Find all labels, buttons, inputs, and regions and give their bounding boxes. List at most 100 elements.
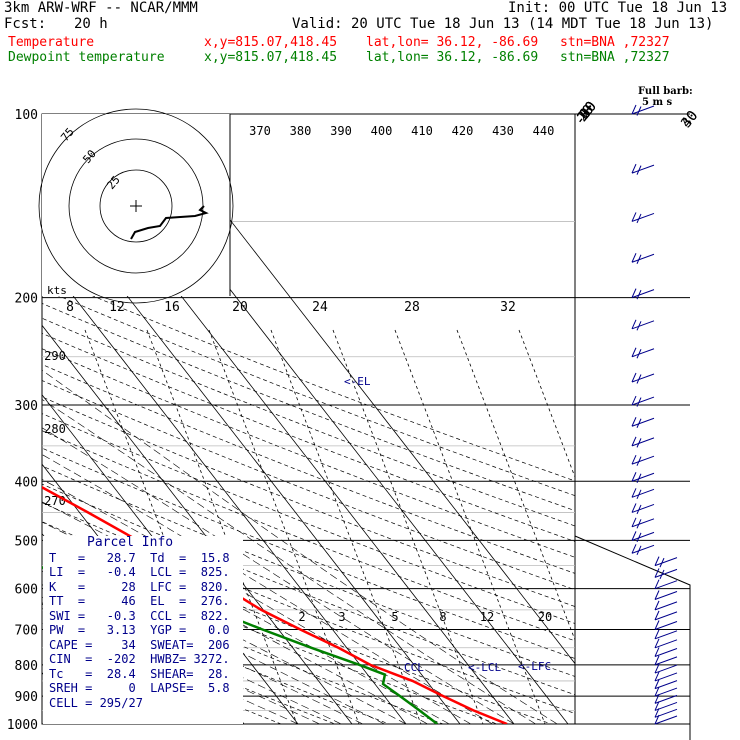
dry-adiabat-line (42, 502, 575, 714)
dry-adiabat-line (42, 580, 390, 724)
mixing-ratio-label: 5 (391, 610, 398, 624)
wind-barb-staff (654, 664, 678, 674)
dewpoint-xy: x,y=815.07,418.45 (204, 50, 338, 65)
wind-barb-flag (636, 397, 642, 407)
wind-barb-staff (654, 639, 678, 649)
wind-barb-flag (654, 610, 660, 621)
isotherm-label: 40 (678, 108, 701, 131)
mixing-ratio-label: 8 (66, 300, 74, 315)
dry-adiabat-line (42, 396, 575, 607)
wind-barb-flag (631, 544, 637, 554)
moist-adiabat-line (42, 539, 407, 724)
mixing-ratio-label: 12 (480, 610, 494, 624)
moist-adiabat-line (42, 556, 385, 724)
wind-barb-staff (631, 320, 655, 330)
wind-barb-staff (654, 630, 678, 640)
dewpoint-station: stn=BNA ,72327 (560, 50, 670, 65)
wind-barb-flag (654, 701, 660, 711)
wind-barb-staff (654, 621, 678, 630)
wind-barb-staff (631, 531, 655, 541)
wind-barb-staff (631, 518, 655, 528)
theta-label: 410 (411, 124, 433, 138)
parcel-info-row: SWI = -0.3 CCL = 822. (49, 608, 230, 623)
wind-barb-staff (631, 348, 655, 358)
wind-barb-flag (631, 395, 637, 406)
wind-barb-staff (654, 656, 678, 666)
wind-barb-staff (631, 417, 655, 427)
theta-label: 270 (44, 494, 66, 508)
dry-adiabat-line (42, 302, 575, 512)
theta-label: 290 (44, 349, 66, 363)
dewpoint-latlon: lat,lon= 36.12, -86.69 (366, 50, 539, 65)
mixing-ratio-label: 16 (164, 300, 180, 315)
theta-label: 440 (533, 124, 555, 138)
dry-adiabat-line (42, 413, 575, 624)
pressure-label: 500 (15, 534, 38, 549)
mixing-ratio-line (84, 329, 236, 724)
barb-panel-frame (574, 535, 691, 740)
hodo-unit-label: kts (47, 284, 67, 297)
hodo-ring-25 (99, 169, 173, 243)
wind-barb-flag (636, 165, 642, 175)
isotherm-line (42, 255, 407, 724)
full-barb-label: Full barb: (638, 86, 693, 97)
wind-barb-flag (654, 679, 660, 689)
wind-barb-flag (631, 347, 637, 357)
mixing-ratio-line (146, 329, 298, 724)
wind-barb-flag (631, 531, 637, 541)
dry-adiabat-line (42, 521, 552, 724)
wind-barb-flag (636, 545, 642, 556)
wind-barb-flag (631, 212, 637, 222)
wind-barb-staff (631, 105, 655, 115)
pressure-label: 300 (15, 399, 38, 414)
wind-barb-flag (631, 436, 637, 447)
wind-barb-flag (631, 253, 637, 263)
parcel-info-row: CIN = -202 HWBZ= 3272. (49, 652, 230, 666)
wind-barb-flag (631, 288, 637, 298)
wind-barb-flag (636, 106, 642, 116)
wind-barb-flag (654, 590, 660, 600)
wind-barb-flag (654, 638, 660, 648)
theta-label: 280 (44, 422, 66, 436)
wind-barb-flag (631, 454, 637, 465)
lfc-marker: <-LFC (518, 660, 551, 673)
wind-barb-flag (654, 671, 660, 682)
wind-barb-flag (636, 289, 642, 300)
mixing-ratio-label: 32 (500, 300, 516, 315)
wind-barb-flag (631, 104, 637, 115)
wind-barb-staff (631, 503, 655, 513)
wind-barb-flag (631, 503, 637, 513)
dewpoint-profile (42, 566, 439, 724)
parcel-info-row: SREH = 0 LAPSE= 5.8 (49, 681, 230, 695)
parcel-info-row: TT = 46 EL = 276. (49, 594, 230, 608)
mixing-ratio-line (394, 329, 546, 724)
theta-label: 380 (290, 124, 312, 138)
wind-barb-staff (631, 373, 655, 383)
hodograph-trace (130, 205, 209, 240)
pressure-label: 700 (15, 624, 38, 639)
moist-adiabat-line (42, 399, 536, 724)
lcl-marker: <-LCL (468, 661, 501, 674)
mixing-ratio-label: 8 (439, 610, 446, 624)
theta-label: 400 (371, 124, 393, 138)
theta-label: 390 (330, 124, 352, 138)
hodo-ring-75 (38, 108, 234, 304)
pressure-label: 400 (15, 475, 38, 490)
pressure-label: 900 (15, 690, 38, 705)
wind-barb-staff (654, 568, 678, 578)
mixing-ratio-line (456, 329, 575, 642)
dry-adiabat-line (42, 288, 575, 497)
moist-adiabat-line (42, 454, 493, 724)
parcel-info-row: K = 28 LFC = 820. (49, 579, 230, 594)
model-title: 3km ARW-WRF -- NCAR/MMM (4, 0, 198, 16)
wind-barb-flag (636, 504, 642, 515)
wind-barb-staff (654, 611, 678, 621)
wind-barb-flag (659, 557, 665, 568)
wind-barb-flag (631, 417, 637, 427)
mixing-ratio-label: 20 (538, 610, 552, 624)
init-time: Init: 00 UTC Tue 18 Jun 13 (508, 0, 728, 16)
pressure-label: 100 (15, 108, 38, 123)
temperature-legend: Temperature (8, 35, 95, 50)
